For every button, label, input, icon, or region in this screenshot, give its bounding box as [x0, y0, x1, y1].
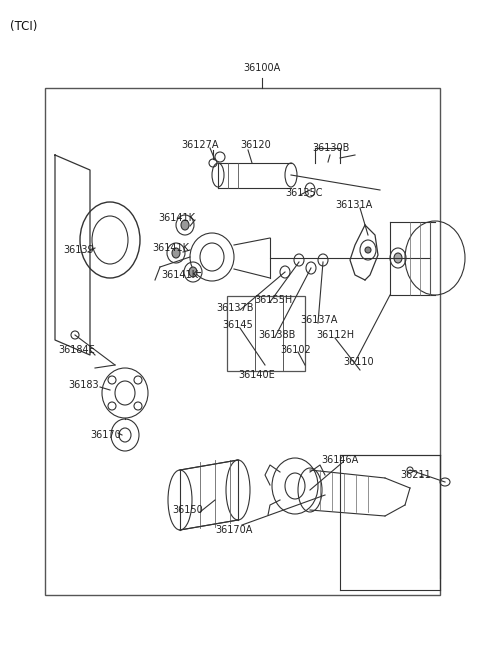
Text: 36137A: 36137A	[300, 315, 337, 325]
Text: 36102: 36102	[280, 345, 311, 355]
Text: 36150: 36150	[172, 505, 203, 515]
Text: 36183: 36183	[68, 380, 98, 390]
Text: 36135C: 36135C	[285, 188, 323, 198]
Text: 36139: 36139	[63, 245, 94, 255]
Text: 36131A: 36131A	[335, 200, 372, 210]
Ellipse shape	[365, 247, 371, 253]
Text: (TCI): (TCI)	[10, 20, 37, 33]
Text: 36184E: 36184E	[58, 345, 95, 355]
Text: 36145: 36145	[222, 320, 253, 330]
Text: 36170A: 36170A	[215, 525, 252, 535]
Ellipse shape	[189, 267, 197, 277]
Text: 36112H: 36112H	[316, 330, 354, 340]
Ellipse shape	[181, 220, 189, 230]
Text: 36155H: 36155H	[254, 295, 292, 305]
Text: 36138B: 36138B	[258, 330, 295, 340]
Bar	[227, 296, 305, 371]
Text: 36141K: 36141K	[161, 270, 198, 280]
Text: 36120: 36120	[240, 140, 271, 150]
Ellipse shape	[394, 253, 402, 263]
Bar	[45, 88, 440, 595]
Text: 36211: 36211	[400, 470, 431, 480]
Text: 36130B: 36130B	[312, 143, 349, 153]
Text: 36127A: 36127A	[181, 140, 218, 150]
Text: 36146A: 36146A	[321, 455, 358, 465]
Text: 36140E: 36140E	[238, 370, 275, 380]
Text: 36110: 36110	[343, 357, 373, 367]
Text: 36141K: 36141K	[158, 213, 195, 223]
Text: 36141K: 36141K	[152, 243, 189, 253]
Text: 36100A: 36100A	[243, 63, 280, 73]
Ellipse shape	[172, 248, 180, 258]
Text: 36170: 36170	[90, 430, 121, 440]
Text: 36137B: 36137B	[216, 303, 253, 313]
